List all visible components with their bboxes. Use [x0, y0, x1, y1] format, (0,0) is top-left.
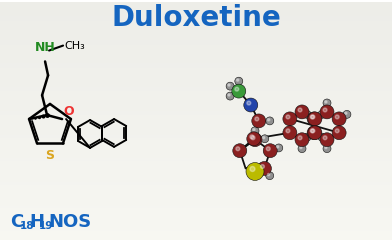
Circle shape: [343, 110, 351, 118]
Circle shape: [335, 115, 339, 119]
Circle shape: [298, 108, 302, 112]
Circle shape: [263, 144, 277, 158]
Circle shape: [323, 108, 327, 112]
Circle shape: [275, 144, 283, 152]
Circle shape: [332, 112, 346, 126]
Circle shape: [226, 82, 234, 90]
Text: S: S: [45, 149, 54, 162]
Circle shape: [267, 174, 270, 176]
Circle shape: [345, 112, 347, 114]
Circle shape: [228, 84, 230, 86]
Circle shape: [305, 112, 307, 114]
Text: 19: 19: [39, 221, 53, 231]
Circle shape: [323, 145, 331, 153]
Circle shape: [263, 137, 265, 139]
Circle shape: [335, 129, 339, 133]
Text: C: C: [10, 213, 23, 231]
Circle shape: [310, 129, 314, 133]
Circle shape: [311, 129, 315, 133]
Text: CH₃: CH₃: [64, 41, 85, 51]
Circle shape: [310, 115, 314, 119]
Circle shape: [266, 172, 274, 180]
Circle shape: [236, 147, 240, 151]
Circle shape: [244, 98, 258, 112]
Circle shape: [295, 133, 309, 147]
Circle shape: [251, 136, 255, 140]
Circle shape: [308, 126, 322, 140]
Circle shape: [303, 133, 311, 141]
Circle shape: [255, 117, 259, 121]
Text: H: H: [29, 213, 44, 231]
Text: NOS: NOS: [48, 213, 91, 231]
Circle shape: [283, 112, 297, 126]
Circle shape: [323, 136, 327, 140]
Circle shape: [248, 133, 262, 147]
Circle shape: [236, 79, 239, 81]
Circle shape: [286, 129, 290, 133]
Circle shape: [266, 117, 274, 125]
Circle shape: [232, 84, 246, 98]
Circle shape: [311, 115, 315, 119]
Circle shape: [250, 135, 254, 139]
Circle shape: [307, 112, 321, 126]
Circle shape: [246, 162, 264, 180]
Text: O: O: [63, 105, 74, 118]
Circle shape: [233, 144, 247, 158]
Text: Duloxetine: Duloxetine: [111, 4, 281, 32]
Circle shape: [308, 112, 322, 126]
Circle shape: [305, 135, 307, 137]
Circle shape: [253, 129, 255, 131]
Circle shape: [318, 133, 326, 141]
Circle shape: [261, 135, 269, 143]
Circle shape: [252, 114, 266, 128]
Circle shape: [307, 126, 321, 140]
Circle shape: [276, 146, 279, 148]
Circle shape: [300, 146, 302, 149]
Circle shape: [250, 167, 255, 172]
Circle shape: [303, 110, 311, 118]
Text: 18: 18: [20, 221, 34, 231]
Circle shape: [235, 87, 239, 91]
Circle shape: [320, 133, 334, 147]
Circle shape: [298, 145, 306, 153]
Circle shape: [320, 105, 334, 119]
Circle shape: [320, 135, 322, 137]
Circle shape: [261, 165, 265, 168]
Circle shape: [266, 147, 270, 151]
Text: NH: NH: [35, 41, 55, 54]
Circle shape: [283, 126, 297, 140]
Circle shape: [323, 99, 331, 107]
Circle shape: [251, 127, 259, 135]
Circle shape: [235, 77, 243, 85]
Circle shape: [298, 136, 302, 140]
Circle shape: [332, 126, 346, 140]
Circle shape: [247, 101, 251, 105]
Circle shape: [228, 94, 230, 96]
Circle shape: [295, 105, 309, 119]
Circle shape: [325, 101, 327, 103]
Circle shape: [268, 119, 270, 121]
Circle shape: [247, 132, 261, 146]
Circle shape: [325, 146, 327, 149]
Circle shape: [286, 115, 290, 119]
Circle shape: [318, 110, 326, 118]
Circle shape: [258, 162, 271, 175]
Circle shape: [226, 92, 234, 100]
Circle shape: [320, 112, 322, 114]
